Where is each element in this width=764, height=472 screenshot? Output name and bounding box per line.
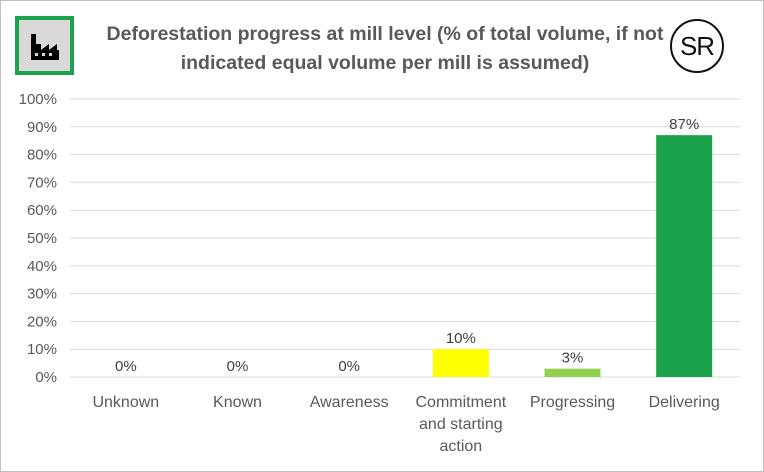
data-label: 0%: [115, 358, 137, 375]
chart-title: Deforestation progress at mill level (% …: [106, 23, 664, 74]
data-label: 0%: [338, 358, 360, 375]
y-tick-label: 90%: [27, 119, 57, 136]
factory-badge-background: [19, 20, 70, 71]
data-label: 87%: [669, 116, 699, 133]
y-tick-label: 30%: [27, 286, 57, 303]
y-tick-label: 80%: [27, 147, 57, 164]
x-tick-label: Unknown: [92, 394, 159, 411]
x-tick-label: action: [439, 438, 482, 455]
x-tick-label: Progressing: [530, 394, 615, 411]
x-axis-labels: Unknown Known Awareness Commitment and start…: [92, 394, 719, 455]
data-label: 3%: [562, 350, 584, 367]
y-tick-label: 50%: [27, 230, 57, 247]
bar-delivering: [656, 135, 713, 377]
bar-commitment-and-starting-action: [432, 349, 489, 377]
y-axis-ticks: 0% 10% 20% 30% 40% 50% 60% 70% 80% 90% 100%: [19, 91, 57, 386]
factory-badge: [15, 16, 74, 75]
y-tick-label: 70%: [27, 174, 57, 191]
x-tick-label: and starting: [419, 416, 503, 433]
x-tick-label: Awareness: [310, 394, 389, 411]
x-tick-label: Known: [213, 394, 262, 411]
x-tick-label: Commitment: [415, 394, 506, 411]
y-tick-label: 0%: [35, 369, 57, 386]
y-tick-label: 10%: [27, 341, 57, 358]
sr-logo: SR: [670, 19, 724, 73]
bar-progressing: [544, 368, 601, 377]
y-tick-label: 100%: [19, 91, 57, 108]
x-tick-label: Delivering: [649, 394, 720, 411]
data-label: 10%: [446, 330, 476, 347]
data-labels: 0% 0% 0% 10% 3% 87%: [115, 116, 699, 375]
y-tick-label: 40%: [27, 258, 57, 275]
y-tick-label: 60%: [27, 202, 57, 219]
bars: [432, 135, 713, 377]
factory-icon: [31, 34, 59, 60]
y-tick-label: 20%: [27, 313, 57, 330]
gridlines: [70, 98, 740, 378]
data-label: 0%: [227, 358, 249, 375]
